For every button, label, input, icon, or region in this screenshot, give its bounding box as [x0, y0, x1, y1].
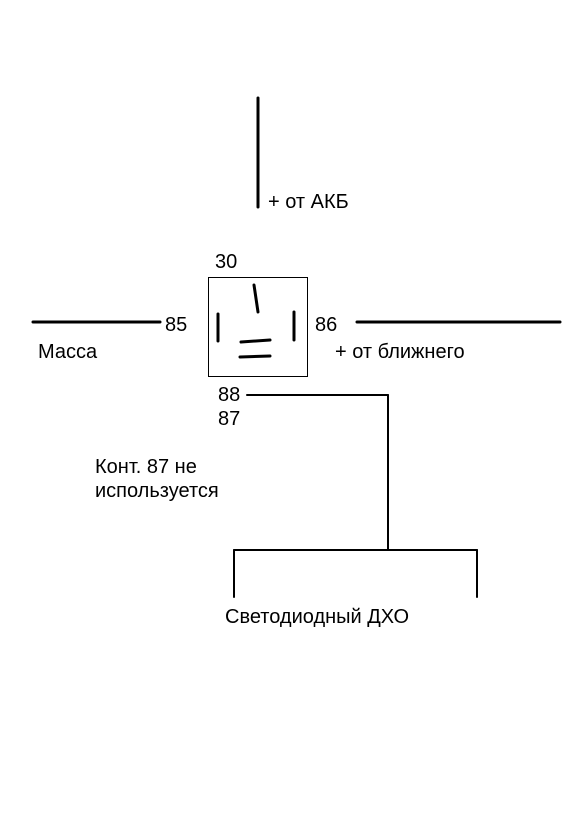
label-pin86: 86: [315, 313, 337, 337]
pin-mark-88: [241, 340, 270, 342]
label-pin85: 85: [165, 313, 187, 337]
wiring-svg: [0, 0, 579, 825]
label-massa: Масса: [38, 340, 97, 364]
label-pin88: 88: [218, 383, 240, 407]
label-note-line1: Конт. 87 не: [95, 455, 197, 479]
pin-mark-87: [240, 356, 270, 357]
label-note-line2: используется: [95, 479, 219, 503]
label-dho: Светодиодный ДХО: [225, 605, 409, 629]
label-pin30: 30: [215, 250, 237, 274]
diagram-stage: + от АКБ 30 85 86 88 87 Масса + от ближн…: [0, 0, 579, 825]
label-akb: + от АКБ: [268, 190, 349, 214]
label-pin87: 87: [218, 407, 240, 431]
pin-mark-30: [254, 285, 258, 312]
label-blizh: + от ближнего: [335, 340, 465, 364]
